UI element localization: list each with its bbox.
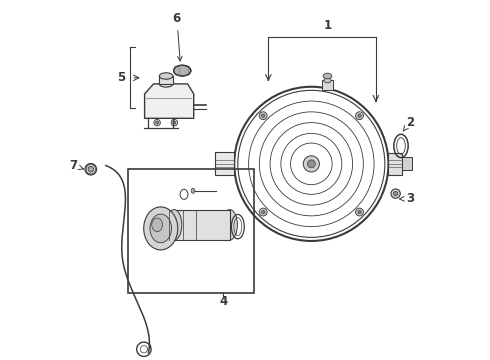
Ellipse shape	[167, 210, 182, 240]
Ellipse shape	[259, 112, 267, 120]
Text: 3: 3	[399, 192, 414, 205]
Bar	[159, 76, 173, 84]
Bar	[128, 169, 254, 293]
Ellipse shape	[152, 218, 163, 231]
Ellipse shape	[88, 167, 94, 172]
Ellipse shape	[262, 114, 265, 117]
Ellipse shape	[173, 121, 176, 124]
Ellipse shape	[222, 210, 237, 240]
Bar	[389, 153, 402, 175]
Ellipse shape	[324, 78, 331, 83]
Ellipse shape	[144, 207, 178, 250]
Ellipse shape	[154, 120, 160, 126]
Ellipse shape	[159, 81, 173, 87]
Ellipse shape	[358, 211, 361, 213]
Bar	[215, 152, 234, 175]
Text: 1: 1	[323, 19, 332, 32]
Ellipse shape	[358, 114, 361, 117]
Text: 5: 5	[117, 71, 125, 84]
Text: 2: 2	[403, 116, 414, 131]
Ellipse shape	[150, 214, 172, 243]
Polygon shape	[145, 84, 194, 118]
Ellipse shape	[323, 73, 332, 79]
Ellipse shape	[171, 120, 177, 126]
Ellipse shape	[307, 160, 315, 168]
Ellipse shape	[262, 211, 265, 213]
Ellipse shape	[156, 121, 159, 124]
Bar	[322, 80, 333, 90]
Ellipse shape	[391, 189, 400, 198]
Text: 7: 7	[70, 159, 83, 172]
Ellipse shape	[303, 156, 319, 172]
Ellipse shape	[159, 73, 173, 79]
Text: 6: 6	[173, 12, 182, 61]
Ellipse shape	[356, 112, 364, 120]
Bar	[174, 210, 230, 240]
Ellipse shape	[259, 208, 267, 216]
Bar	[402, 157, 412, 170]
Ellipse shape	[191, 188, 195, 193]
Ellipse shape	[356, 208, 364, 216]
Ellipse shape	[393, 192, 398, 196]
Ellipse shape	[85, 163, 97, 175]
Ellipse shape	[173, 65, 191, 76]
Text: 4: 4	[220, 296, 228, 309]
